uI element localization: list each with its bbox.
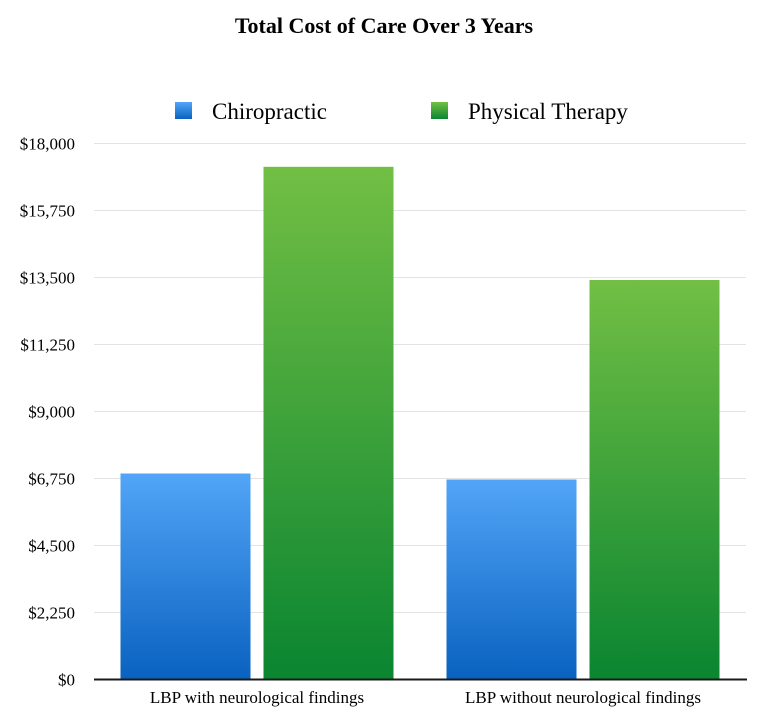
legend-item-physical-therapy[interactable]: Physical Therapy — [431, 99, 628, 124]
y-tick-label: $11,250 — [20, 336, 75, 355]
y-tick-label: $13,500 — [20, 269, 75, 288]
legend-label-chiropractic: Chiropractic — [212, 99, 327, 124]
bars — [120, 166, 720, 680]
bar-physical-therapy-lbp-with-neurological-findings — [263, 166, 394, 680]
bar-physical-therapy-lbp-without-neurological-findings — [589, 280, 720, 679]
y-tick-label: $0 — [58, 671, 75, 690]
y-tick-label: $4,500 — [28, 537, 75, 556]
legend-swatch-chiropractic — [175, 102, 192, 119]
x-category-label: LBP without neurological findings — [465, 688, 701, 707]
bar-chiropractic-lbp-with-neurological-findings — [120, 473, 251, 679]
y-axis-tick-labels: $0 $2,250 $4,500 $6,750 $9,000 $11,250 $13,500… — [20, 135, 75, 690]
y-tick-label: $2,250 — [28, 604, 75, 623]
x-category-label: LBP with neurological findings — [150, 688, 364, 707]
chart-title: Total Cost of Care Over 3 Years — [235, 13, 534, 38]
legend-label-physical-therapy: Physical Therapy — [468, 99, 628, 124]
legend-swatch-physical-therapy — [431, 102, 448, 119]
y-tick-label: $18,000 — [20, 135, 75, 154]
y-tick-label: $15,750 — [20, 202, 75, 221]
y-tick-label: $6,750 — [28, 470, 75, 489]
bar-chiropractic-lbp-without-neurological-findings — [446, 479, 577, 679]
x-axis-category-labels: LBP with neurological findings LBP withou… — [150, 688, 701, 707]
y-tick-label: $9,000 — [28, 403, 75, 422]
legend: Chiropractic Physical Therapy — [175, 99, 628, 124]
legend-item-chiropractic[interactable]: Chiropractic — [175, 99, 327, 124]
